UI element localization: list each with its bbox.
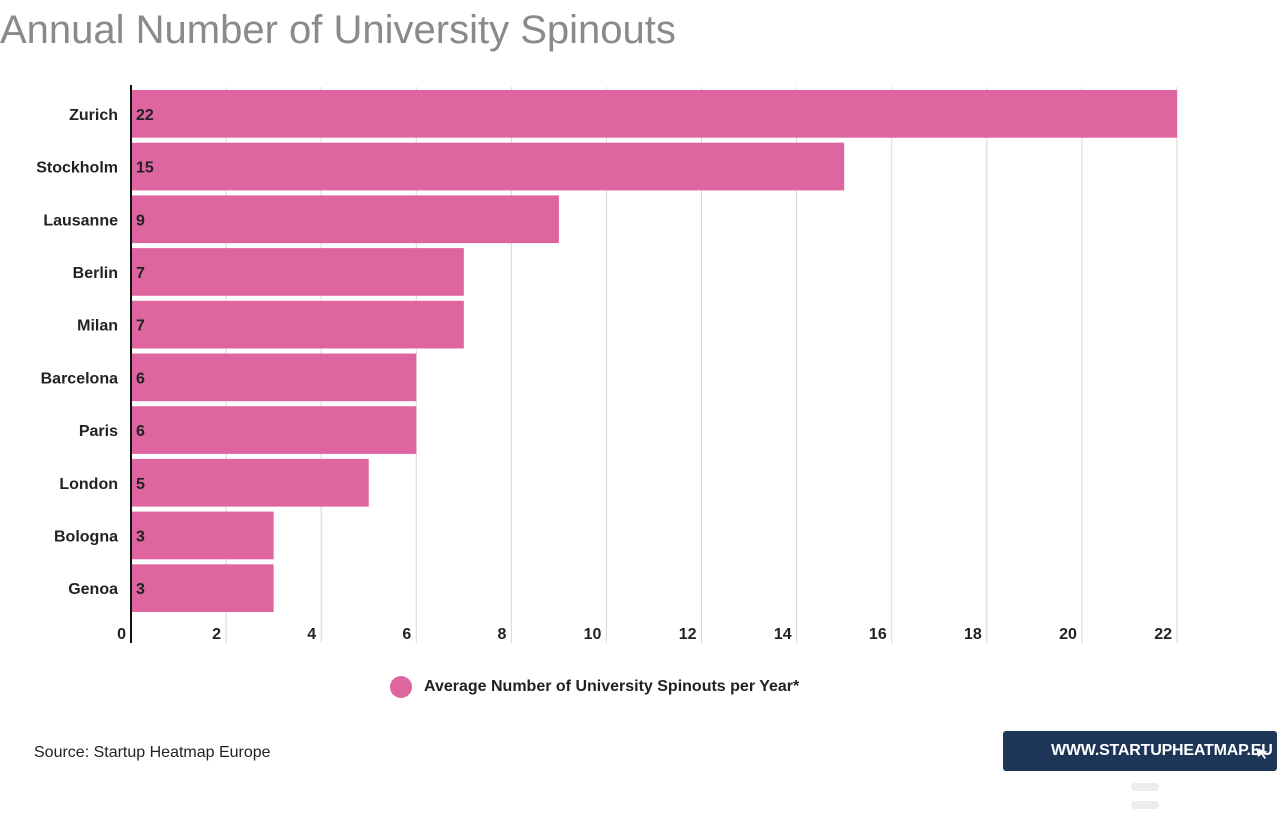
data-label: 6 <box>136 423 145 440</box>
data-label: 5 <box>136 476 145 493</box>
bar <box>131 90 1177 138</box>
data-label: 3 <box>136 581 145 598</box>
category-label: Zurich <box>69 107 118 124</box>
bar <box>131 406 417 454</box>
data-label: 15 <box>136 160 154 177</box>
bar <box>131 353 417 402</box>
bar <box>131 195 559 244</box>
legend-label: Average Number of University Spinouts pe… <box>424 678 800 695</box>
drag-handle[interactable] <box>1131 783 1159 811</box>
legend-swatch <box>390 676 412 698</box>
chart-title: Annual Number of University Spinouts <box>0 8 676 52</box>
category-label: Milan <box>77 318 118 335</box>
bar <box>131 142 845 191</box>
data-label: 9 <box>136 212 145 229</box>
x-tick-label: 0 <box>117 626 126 643</box>
legend: Average Number of University Spinouts pe… <box>390 676 799 698</box>
category-label: Stockholm <box>36 160 118 177</box>
x-tick-label: 10 <box>584 626 602 643</box>
data-label: 7 <box>136 265 145 282</box>
category-label: London <box>59 476 118 493</box>
category-label: Paris <box>79 423 118 440</box>
website-link-text: WWW.STARTUPHEATMAP.EU <box>1051 742 1273 759</box>
bar <box>131 511 274 560</box>
website-link-button[interactable]: WWW.STARTUPHEATMAP.EU <box>1003 731 1277 771</box>
data-label: 6 <box>136 370 145 387</box>
source-note: Source: Startup Heatmap Europe <box>34 744 271 761</box>
x-tick-label: 8 <box>497 626 506 643</box>
cursor-icon <box>1256 748 1268 759</box>
x-tick-label: 2 <box>212 626 221 643</box>
category-label: Barcelona <box>41 370 118 387</box>
bar <box>131 458 369 507</box>
category-label: Bologna <box>54 528 118 545</box>
x-tick-label: 12 <box>679 626 697 643</box>
bar <box>131 564 274 612</box>
category-label: Lausanne <box>43 212 118 229</box>
bar-chart: Zurich 22 Stockholm 15 Lausanne 9 Berlin 7 Milan… <box>36 85 1178 643</box>
x-tick-label: 20 <box>1059 626 1077 643</box>
data-label: 7 <box>136 318 145 335</box>
x-tick-label: 22 <box>1154 626 1172 643</box>
bar <box>131 300 464 349</box>
x-tick-label: 14 <box>774 626 792 643</box>
x-tick-label: 4 <box>307 626 316 643</box>
x-tick-label: 18 <box>964 626 982 643</box>
bar <box>131 248 464 296</box>
data-label: 22 <box>136 107 154 124</box>
x-tick-label: 6 <box>402 626 411 643</box>
category-label: Genoa <box>68 581 118 598</box>
category-label: Berlin <box>73 265 118 282</box>
x-tick-label: 16 <box>869 626 887 643</box>
data-label: 3 <box>136 528 145 545</box>
